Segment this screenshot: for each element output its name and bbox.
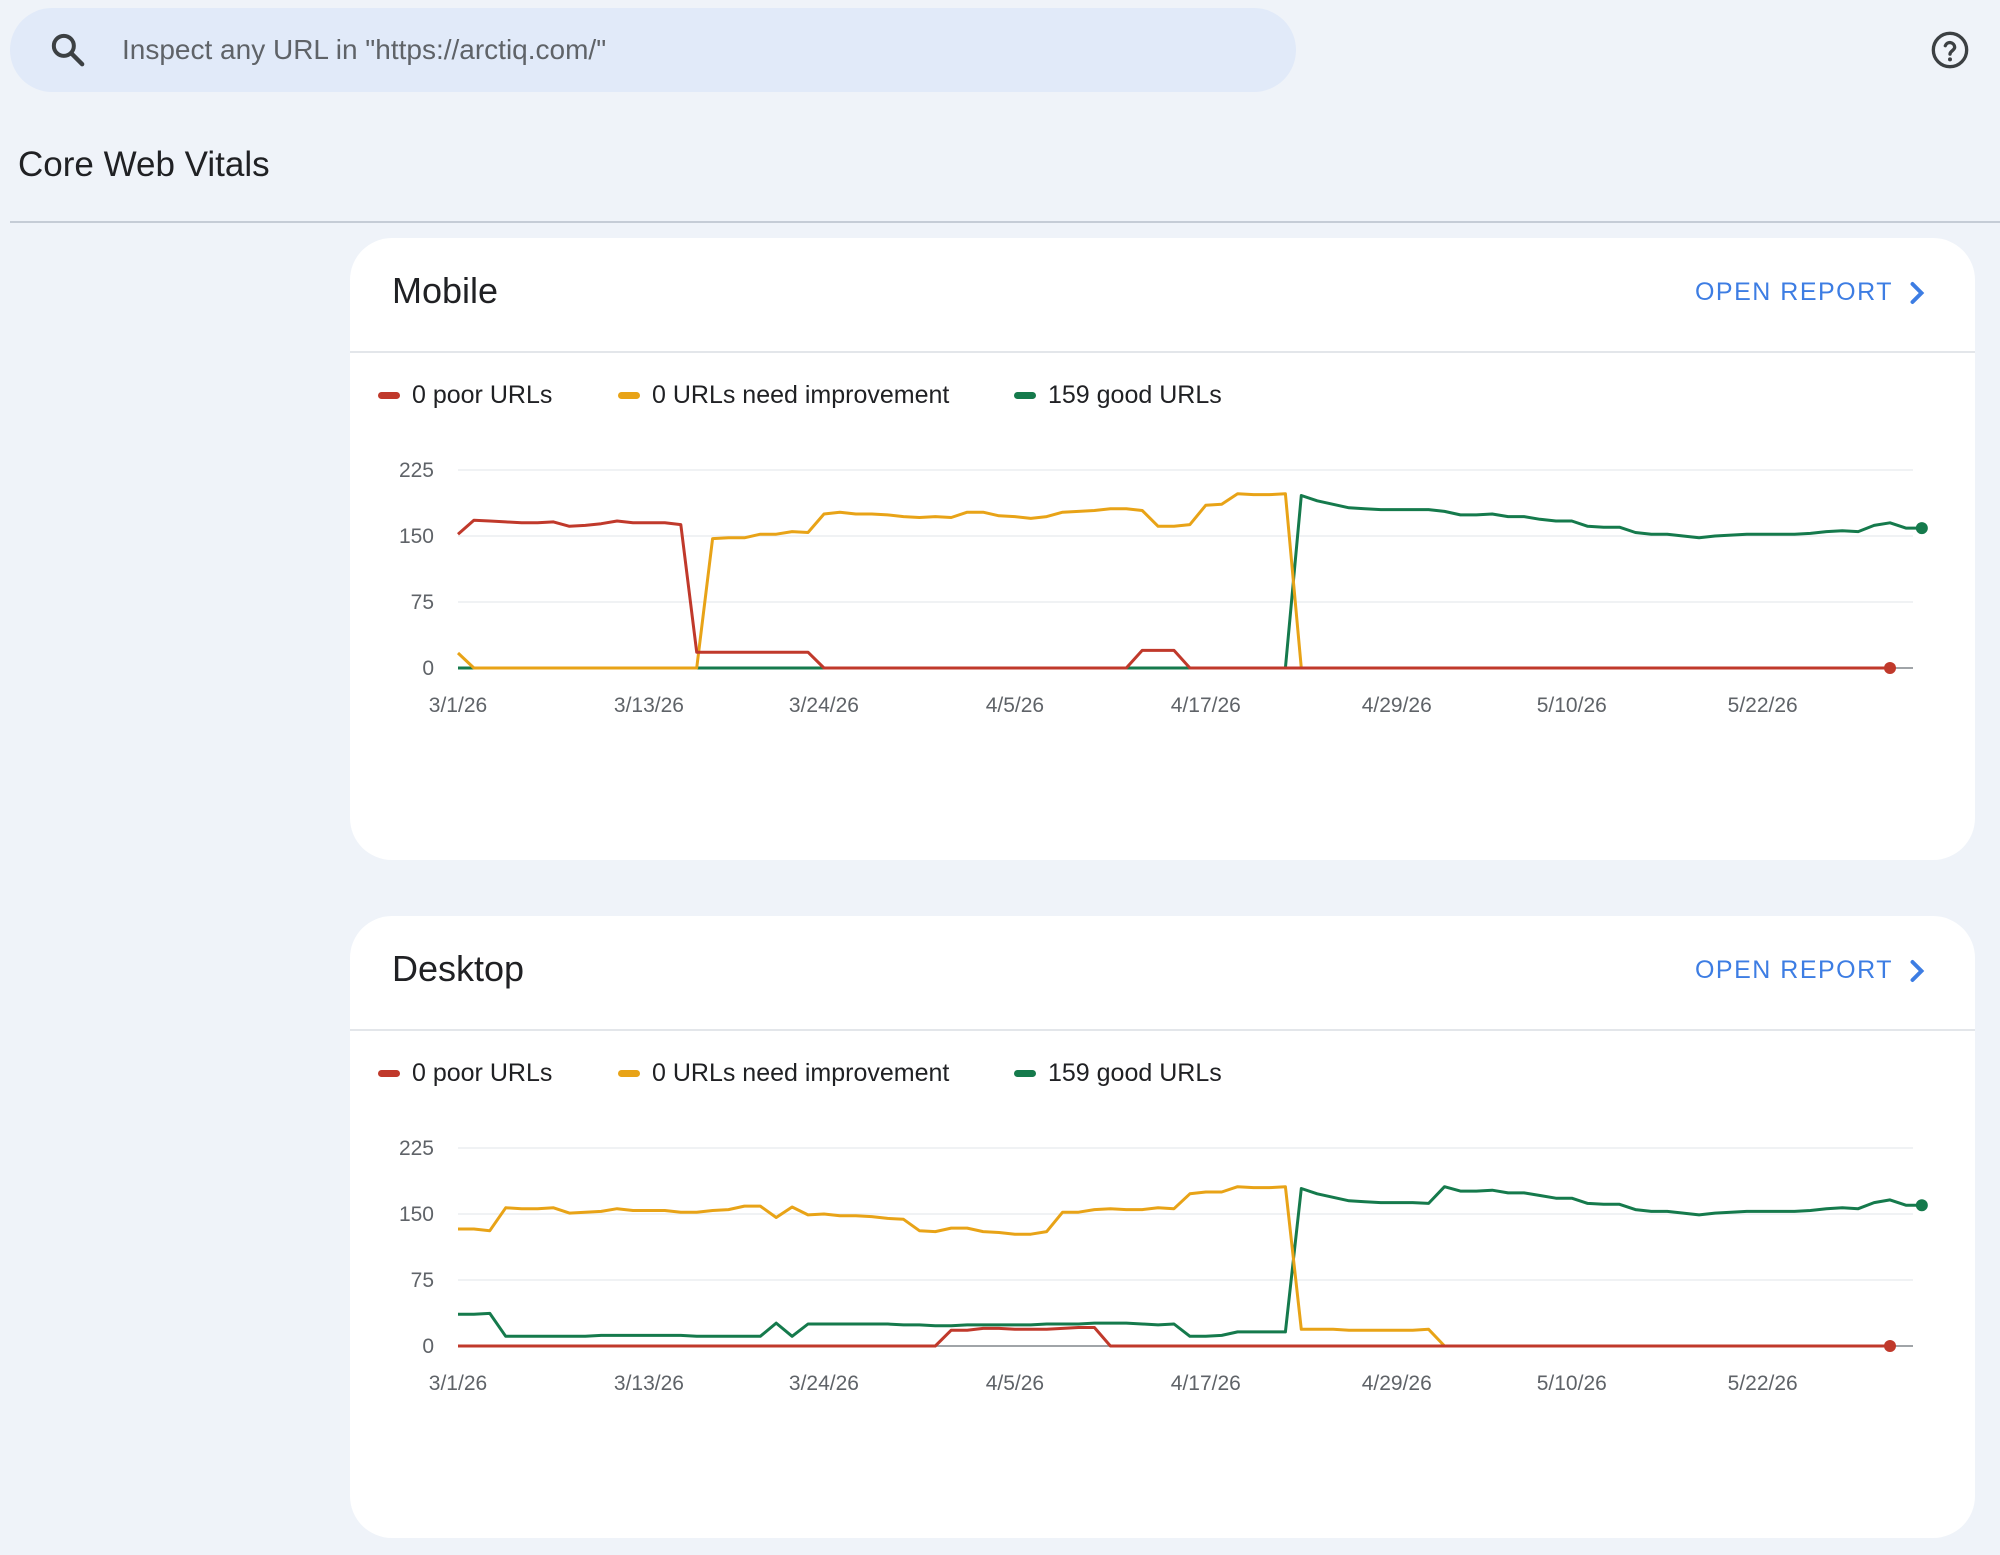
x-tick-label: 4/17/26 [1171, 1372, 1241, 1395]
good-swatch [1014, 392, 1036, 399]
legend-needs-improvement[interactable]: 0 URLs need improvement [618, 381, 1014, 410]
desktop-chart: 225 150 75 0 3/1/26 3/13/26 3/24/26 4/5/26 4/17/… [399, 1137, 1928, 1395]
card-header: Desktop OPEN REPORT [350, 916, 1975, 1031]
chevron-right-icon [1910, 959, 1925, 982]
needs-improvement-swatch [618, 392, 640, 399]
legend-good[interactable]: 159 good URLs [1014, 1059, 1222, 1088]
series-line-needs-improvement[interactable] [456, 492, 1890, 670]
y-tick-label: 150 [399, 525, 434, 548]
y-tick-label: 225 [399, 1137, 434, 1160]
y-tick-label: 0 [422, 1335, 434, 1358]
card-title: Mobile [392, 270, 499, 311]
legend-good[interactable]: 159 good URLs [1014, 381, 1222, 410]
x-tick-label: 4/29/26 [1362, 1372, 1432, 1395]
chart-legend: 0 poor URLs 0 URLs need improvement 159 … [378, 381, 1222, 410]
open-report-label: OPEN REPORT [1694, 956, 1893, 984]
series-end-marker-good [1915, 522, 1928, 535]
y-tick-label: 225 [399, 459, 434, 482]
chevron-right-icon [1910, 281, 1925, 304]
x-tick-label: 3/13/26 [614, 1372, 684, 1395]
series-end-marker-good [1915, 1199, 1928, 1212]
x-tick-label: 5/22/26 [1728, 694, 1798, 717]
poor-swatch [378, 392, 400, 399]
needs-improvement-swatch [618, 1070, 640, 1077]
legend-needs-improvement[interactable]: 0 URLs need improvement [618, 1059, 1014, 1088]
series-line-poor[interactable] [458, 1326, 1890, 1348]
y-tick-label: 75 [411, 591, 434, 614]
x-tick-label: 3/1/26 [429, 1372, 487, 1395]
poor-swatch [378, 1070, 400, 1077]
legend-needs-improvement-label: 0 URLs need improvement [652, 381, 950, 409]
good-swatch [1014, 1070, 1036, 1077]
x-tick-label: 5/22/26 [1728, 1372, 1798, 1395]
legend-needs-improvement-label: 0 URLs need improvement [652, 1059, 950, 1087]
x-tick-label: 4/29/26 [1362, 694, 1432, 717]
legend-poor-label: 0 poor URLs [412, 381, 553, 409]
open-report-link[interactable]: OPEN REPORT [1695, 956, 1927, 985]
x-tick-label: 4/5/26 [986, 694, 1044, 717]
legend-poor-label: 0 poor URLs [412, 1059, 553, 1087]
x-tick-label: 4/5/26 [986, 1372, 1044, 1395]
series-end-marker-poor [1884, 662, 1896, 674]
help-icon[interactable] [1930, 30, 1970, 70]
header-divider [10, 221, 2000, 223]
page-title: Core Web Vitals [18, 145, 270, 184]
y-tick-label: 75 [411, 1269, 434, 1292]
desktop-card: Desktop OPEN REPORT 0 poor URLs 0 URLs n… [350, 916, 1975, 1538]
open-report-label: OPEN REPORT [1694, 278, 1893, 306]
x-tick-label: 4/17/26 [1171, 694, 1241, 717]
series-line-good[interactable] [458, 494, 1922, 670]
legend-good-label: 159 good URLs [1048, 381, 1222, 409]
mobile-card: Mobile OPEN REPORT 0 poor URLs 0 URLs ne… [350, 238, 1975, 860]
x-tick-label: 5/10/26 [1537, 1372, 1607, 1395]
search-input[interactable] [122, 34, 1222, 66]
legend-poor[interactable]: 0 poor URLs [378, 381, 618, 410]
x-tick-label: 3/24/26 [789, 1372, 859, 1395]
x-tick-label: 3/13/26 [614, 694, 684, 717]
y-tick-label: 0 [422, 657, 434, 680]
search-icon [51, 33, 85, 67]
legend-good-label: 159 good URLs [1048, 1059, 1222, 1087]
card-title: Desktop [392, 948, 525, 989]
series-end-marker-poor [1884, 1340, 1896, 1352]
x-tick-label: 5/10/26 [1537, 694, 1607, 717]
y-tick-label: 150 [399, 1203, 434, 1226]
series-line-needs-improvement[interactable] [458, 1185, 1890, 1348]
legend-poor[interactable]: 0 poor URLs [378, 1059, 618, 1088]
series-line-good[interactable] [458, 1185, 1922, 1338]
open-report-link[interactable]: OPEN REPORT [1695, 278, 1927, 307]
chart-legend: 0 poor URLs 0 URLs need improvement 159 … [378, 1059, 1222, 1088]
series-line-poor[interactable] [457, 518, 1890, 670]
x-tick-label: 3/24/26 [789, 694, 859, 717]
url-inspection-search[interactable] [10, 8, 1296, 92]
card-header: Mobile OPEN REPORT [350, 238, 1975, 353]
mobile-chart: 225 150 75 0 3/1/26 3/13/26 3/24/26 4/5/26 4/17/… [399, 459, 1928, 717]
x-tick-label: 3/1/26 [429, 694, 487, 717]
